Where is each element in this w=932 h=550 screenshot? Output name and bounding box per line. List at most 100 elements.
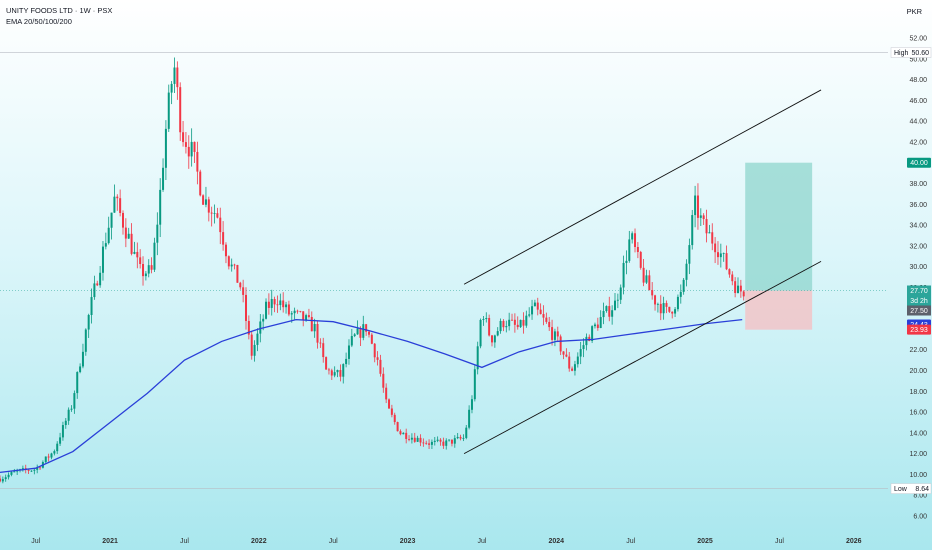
candle-down [247, 320, 250, 335]
candle-down [714, 243, 717, 253]
candle-up [719, 253, 722, 258]
candle-up [493, 335, 496, 343]
candle-up [293, 310, 296, 314]
indicator-legend[interactable]: EMA 20/50/100/200 [6, 17, 72, 26]
candle-up [147, 265, 150, 274]
candle-down [702, 215, 705, 220]
candle-down [559, 336, 562, 352]
candle-down [596, 324, 599, 329]
candle-up [164, 128, 167, 168]
candle-up [611, 310, 614, 317]
candle-up [699, 215, 702, 218]
candle-down [299, 310, 302, 312]
stop-price-tag-bg [907, 324, 931, 335]
candle-up [456, 436, 459, 439]
candle-up [342, 364, 345, 377]
y-tick-label: 48.00 [909, 77, 927, 84]
candle-up [133, 251, 136, 254]
y-tick-label: 38.00 [909, 181, 927, 188]
candle-down [222, 232, 225, 245]
candle-up [430, 441, 433, 445]
candle-up [576, 356, 579, 365]
x-tick-label: Jul [775, 538, 784, 545]
candle-down [282, 300, 285, 308]
candle-down [210, 212, 213, 214]
candle-down [490, 335, 493, 343]
candle-up [616, 299, 619, 301]
candle-down [0, 478, 2, 482]
candle-up [579, 349, 582, 357]
candle-up [593, 324, 596, 327]
candle-up [499, 320, 502, 332]
candle-down [516, 324, 519, 328]
candle-up [685, 263, 688, 280]
candle-up [416, 437, 419, 442]
candle-up [691, 215, 694, 246]
y-tick-label: 30.00 [909, 264, 927, 271]
candle-down [651, 290, 654, 296]
candle-down [665, 303, 668, 307]
candle-up [625, 260, 628, 263]
candle-up [10, 472, 13, 475]
candle-up [1, 479, 4, 482]
candle-up [153, 242, 156, 270]
candle-up [482, 319, 485, 320]
candle-up [285, 304, 288, 308]
candle-down [339, 370, 342, 377]
ref-price-bg [907, 305, 931, 316]
candle-down [273, 299, 276, 305]
candle-down [405, 432, 408, 439]
candle-up [722, 253, 725, 254]
candle-up [631, 233, 634, 240]
candle-down [179, 87, 182, 133]
candle-up [73, 393, 76, 409]
x-tick-label: Jul [180, 538, 189, 545]
y-tick-label: 14.00 [909, 430, 927, 437]
candle-down [522, 319, 525, 326]
candle-down [216, 213, 219, 218]
candle-down [267, 301, 270, 308]
candle-down [659, 303, 662, 314]
candle-up [64, 420, 67, 426]
candle-down [27, 469, 30, 471]
candle-up [553, 331, 556, 340]
candle-down [539, 309, 542, 315]
candle-down [511, 319, 514, 321]
candles-group [0, 57, 745, 484]
candle-up [279, 300, 282, 306]
candle-up [53, 451, 56, 454]
candle-down [242, 287, 245, 295]
candle-down [219, 217, 222, 233]
y-tick-label: 34.00 [909, 223, 927, 230]
candle-down [542, 314, 545, 318]
y-tick-label: 6.00 [913, 514, 927, 521]
candle-up [110, 212, 113, 228]
candle-up [59, 437, 62, 444]
candle-down [419, 437, 422, 443]
candle-up [505, 326, 508, 328]
x-tick-label: 2023 [400, 538, 416, 545]
candle-down [636, 247, 639, 252]
candle-down [359, 328, 362, 338]
candle-down [287, 304, 290, 315]
candle-down [236, 264, 239, 283]
target-price-tag-bg [907, 157, 931, 168]
candle-down [182, 132, 185, 143]
candle-down [459, 436, 462, 439]
candle-up [448, 439, 451, 441]
candle-down [119, 198, 122, 213]
y-tick-label: 32.00 [909, 243, 927, 250]
candle-up [682, 279, 685, 292]
candle-up [44, 456, 47, 463]
candle-up [70, 408, 73, 410]
candle-up [13, 471, 16, 473]
candle-down [136, 251, 139, 258]
candle-up [585, 336, 588, 346]
candle-down [711, 232, 714, 244]
candle-up [582, 345, 585, 350]
y-tick-label: 36.00 [909, 202, 927, 209]
candle-up [144, 273, 147, 277]
candle-up [21, 468, 24, 470]
